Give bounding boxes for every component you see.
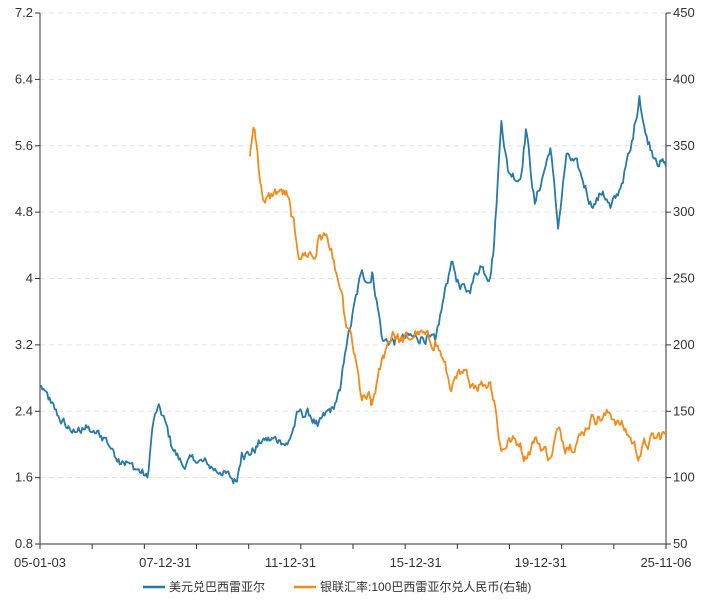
legend-label: 银联汇率:100巴西雷亚尔兑人民币(右轴) [320, 579, 531, 594]
left-axis-tick-label: 1.6 [15, 470, 33, 485]
x-axis-tick-label: 05-01-03 [14, 555, 66, 570]
right-axis-tick-label: 400 [673, 71, 695, 86]
right-axis-tick-label: 100 [673, 470, 695, 485]
x-axis-tick-label: 15-12-31 [390, 555, 442, 570]
x-axis-tick-label: 19-12-31 [515, 555, 567, 570]
left-axis-tick-label: 5.6 [15, 138, 33, 153]
right-axis-tick-label: 250 [673, 271, 695, 286]
legend: 美元兑巴西雷亚尔 银联汇率:100巴西雷亚尔兑人民币(右轴) [143, 579, 531, 594]
grid-lines [40, 12, 666, 479]
legend-label: 美元兑巴西雷亚尔 [169, 579, 265, 594]
series-line-usd-brl [39, 95, 667, 485]
right-axis-tick-label: 350 [673, 138, 695, 153]
left-axis-tick-label: 4 [26, 271, 33, 286]
left-axis-tick-label: 0.8 [15, 536, 33, 551]
axes: 0.8 1.6 2.4 3.2 4 4.8 5.6 6.4 7.2 50 100 150 200 250 3… [14, 5, 695, 570]
x-axis-tick-label: 25-11-06 [640, 555, 691, 570]
right-axis-tick-label: 300 [673, 204, 695, 219]
series-lines [39, 95, 667, 485]
left-axis-tick-label: 2.4 [15, 403, 33, 418]
right-axis-tick-label: 150 [673, 403, 695, 418]
series-line-unionpay-brl-cny [249, 126, 666, 463]
left-axis-tick-label: 3.2 [15, 337, 33, 352]
x-axis-tick-label: 11-12-31 [265, 555, 316, 570]
right-axis-tick-label: 50 [673, 536, 687, 551]
right-axis-tick-label: 450 [673, 5, 695, 20]
left-axis-tick-label: 4.8 [15, 204, 33, 219]
x-axis-tick-label: 07-12-31 [139, 555, 191, 570]
left-axis-tick-label: 7.2 [15, 5, 33, 20]
left-axis-tick-label: 6.4 [15, 71, 33, 86]
right-axis-tick-label: 200 [673, 337, 695, 352]
